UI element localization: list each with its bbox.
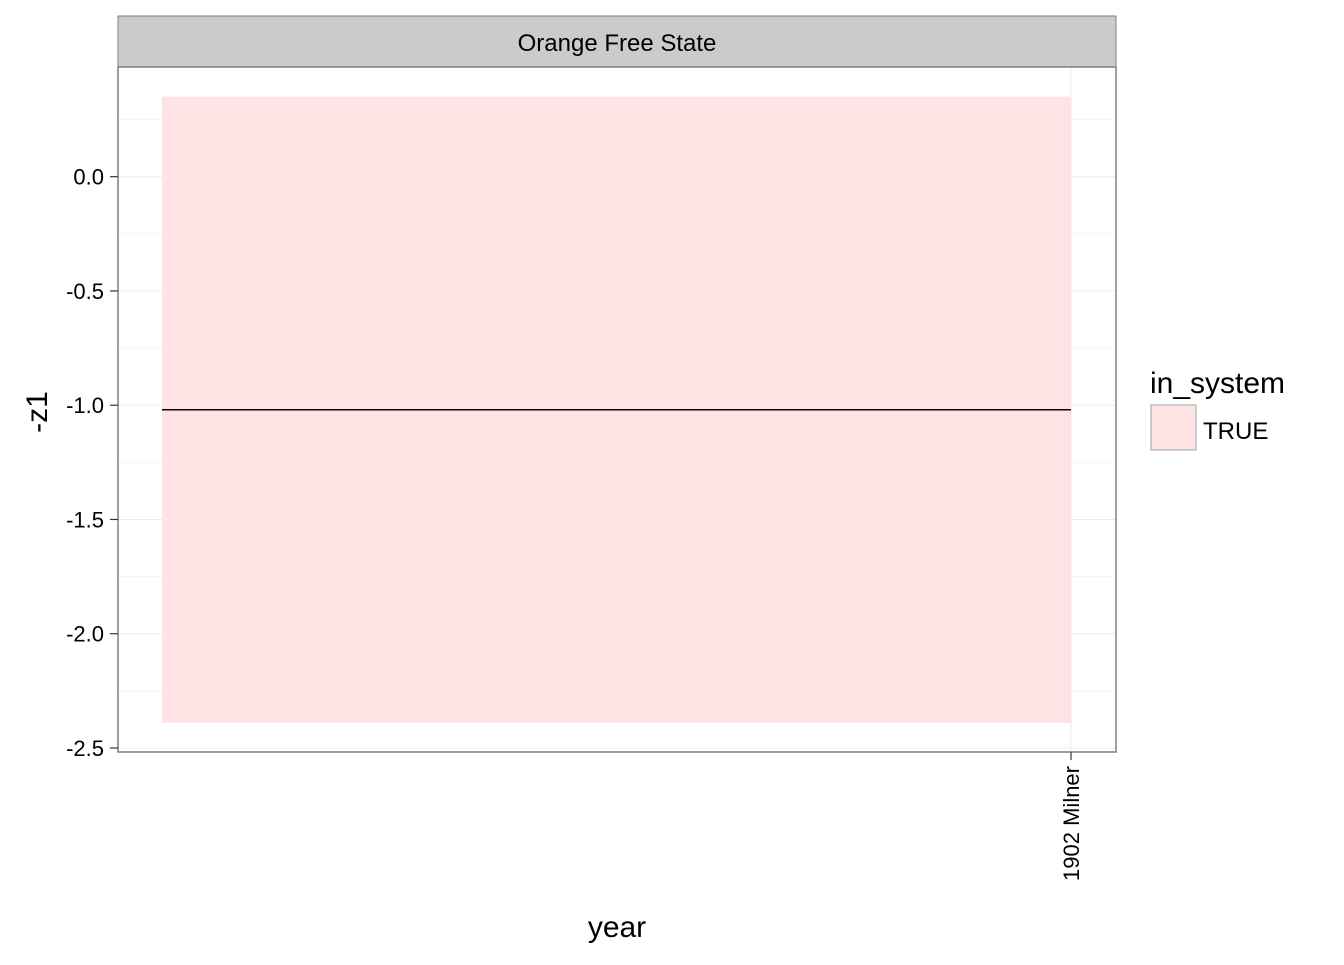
y-tick-label: -0.5 [66, 279, 104, 304]
y-tick-label: -2.5 [66, 736, 104, 761]
data-layer [162, 97, 1071, 723]
x-axis: 1902 Milner [1059, 752, 1084, 881]
legend: in_system TRUE [1150, 367, 1285, 450]
x-tick-label: 1902 Milner [1059, 766, 1084, 881]
legend-key-true [1151, 405, 1196, 450]
y-tick-label: -1.0 [66, 393, 104, 418]
y-tick-label: -1.5 [66, 507, 104, 532]
y-tick-label: 0.0 [73, 165, 104, 190]
facet-title: Orange Free State [518, 30, 717, 57]
legend-label-true: TRUE [1203, 418, 1268, 445]
x-axis-title: year [588, 911, 646, 944]
y-tick-label: -2.0 [66, 622, 104, 647]
y-axis-title: -z1 [21, 391, 54, 433]
y-axis: 0.0 -0.5 -1.0 -1.5 -2.0 -2.5 [66, 165, 118, 761]
legend-title: in_system [1150, 367, 1285, 400]
